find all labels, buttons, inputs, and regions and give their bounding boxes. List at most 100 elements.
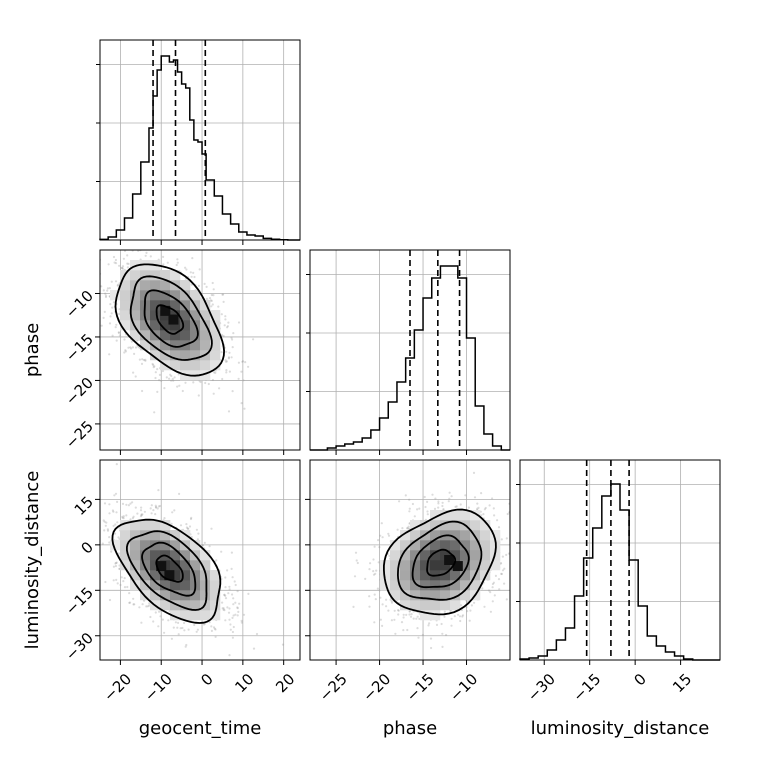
scatter-point (107, 528, 109, 530)
scatter-point (115, 579, 117, 581)
scatter-point (125, 504, 127, 506)
scatter-point (213, 393, 215, 395)
scatter-point (436, 624, 438, 626)
scatter-point (441, 646, 443, 648)
scatter-point (118, 331, 120, 333)
scatter-point (237, 614, 239, 616)
scatter-point (176, 264, 178, 266)
scatter-point (204, 382, 206, 384)
scatter-point (172, 378, 174, 380)
scatter-point (226, 360, 228, 362)
scatter-point (116, 521, 118, 523)
scatter-point (162, 263, 164, 265)
scatter-point (227, 322, 229, 324)
scatter-point (178, 385, 180, 387)
scatter-point (113, 256, 115, 258)
scatter-point (441, 623, 443, 625)
scatter-point (225, 351, 227, 353)
scatter-point (445, 634, 447, 636)
scatter-point (469, 610, 471, 612)
scatter-point (107, 287, 109, 289)
scatter-point (178, 493, 180, 495)
scatter-point (93, 258, 95, 260)
scatter-point (225, 371, 227, 373)
scatter-point (368, 595, 370, 597)
scatter-point (125, 514, 127, 516)
scatter-panel-phase-vs-luminosity_distance (305, 460, 541, 665)
scatter-point (118, 265, 120, 267)
scatter-point (140, 515, 142, 517)
scatter-point (469, 620, 471, 622)
scatter-point (232, 332, 234, 334)
scatter-point (162, 619, 164, 621)
scatter-point (159, 615, 161, 617)
scatter-point (163, 387, 165, 389)
scatter-point (468, 507, 470, 509)
panel-content (69, 232, 300, 450)
scatter-point (498, 526, 500, 528)
scatter-point (424, 496, 426, 498)
scatter-point (232, 390, 234, 392)
scatter-point (180, 627, 182, 629)
scatter-point (489, 504, 491, 506)
scatter-point (402, 629, 404, 631)
scatter-point (417, 637, 419, 639)
scatter-point (437, 507, 439, 509)
scatter-point (491, 497, 493, 499)
scatter-point (241, 361, 243, 363)
scatter-point (379, 597, 381, 599)
scatter-point (224, 315, 226, 317)
scatter-point (154, 513, 156, 515)
scatter-point (196, 529, 198, 531)
scatter-point (189, 525, 191, 527)
scatter-point (221, 602, 223, 604)
scatter-point (132, 603, 134, 605)
scatter-point (515, 546, 517, 548)
scatter-point (135, 346, 137, 348)
scatter-point (94, 536, 96, 538)
scatter-point (141, 513, 143, 515)
scatter-point (104, 311, 106, 313)
scatter-point (498, 588, 500, 590)
scatter-point (133, 353, 135, 355)
scatter-point (108, 512, 110, 514)
scatter-point (224, 324, 226, 326)
scatter-point (168, 378, 170, 380)
scatter-point (126, 263, 128, 265)
scatter-point (232, 637, 234, 639)
scatter-point (382, 536, 384, 538)
scatter-point (177, 262, 179, 264)
scatter-point (109, 287, 111, 289)
scatter-point (126, 243, 128, 245)
scatter-point (228, 654, 230, 656)
scatter-point (481, 587, 483, 589)
scatter-point (212, 303, 214, 305)
scatter-point (476, 503, 478, 505)
scatter-point (113, 579, 115, 581)
scatter-point (226, 569, 228, 571)
scatter-point (234, 580, 236, 582)
scatter-point (140, 507, 142, 509)
scatter-point (152, 509, 154, 511)
scatter-point (226, 606, 228, 608)
scatter-point (103, 317, 105, 319)
scatter-point (212, 379, 214, 381)
scatter-point (110, 551, 112, 553)
scatter-point (191, 257, 193, 259)
scatter-point (151, 504, 153, 506)
scatter-point (111, 281, 113, 283)
scatter-point (115, 262, 117, 264)
scatter-point (454, 615, 456, 617)
scatter-point (190, 271, 192, 273)
scatter-point (176, 627, 178, 629)
scatter-point (113, 566, 115, 568)
scatter-point (253, 648, 255, 650)
scatter-point (247, 593, 249, 595)
scatter-point (163, 517, 165, 519)
scatter-point (210, 625, 212, 627)
scatter-point (405, 494, 407, 496)
scatter-point (152, 620, 154, 622)
scatter-point (403, 616, 405, 618)
scatter-point (176, 386, 178, 388)
